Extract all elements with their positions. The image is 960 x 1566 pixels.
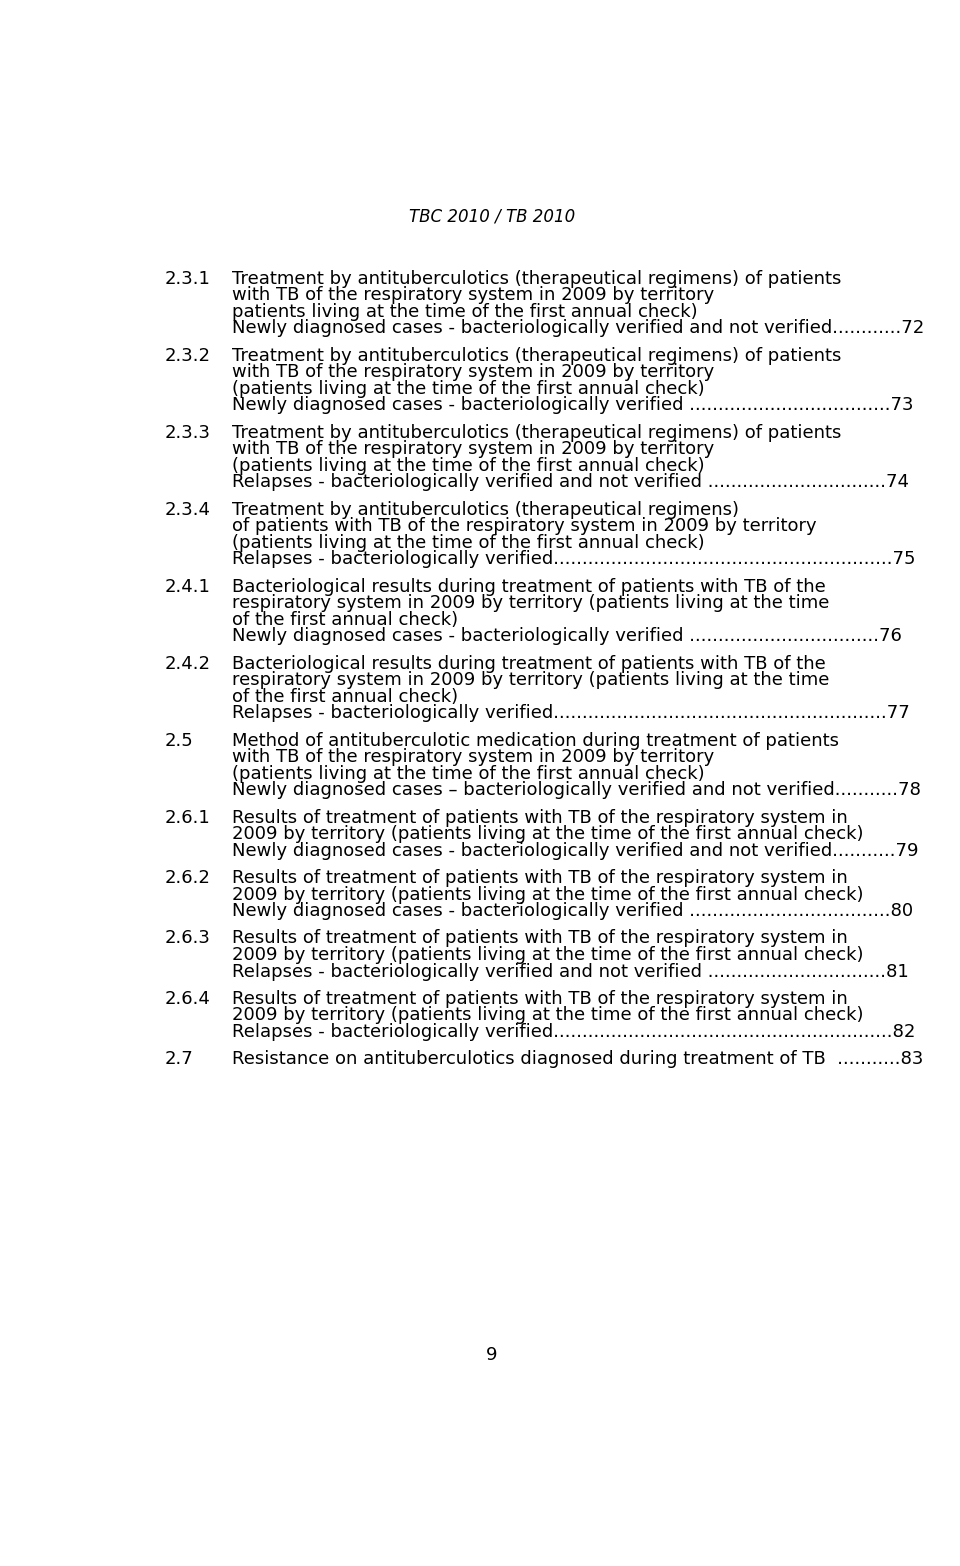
Text: 2.4.1: 2.4.1	[165, 578, 211, 595]
Text: Newly diagnosed cases - bacteriologically verified and not verified............7: Newly diagnosed cases - bacteriologicall…	[232, 319, 924, 337]
Text: Relapses - bacteriologically verified and not verified .........................: Relapses - bacteriologically verified an…	[232, 963, 909, 980]
Text: with TB of the respiratory system in 2009 by territory: with TB of the respiratory system in 200…	[232, 363, 714, 381]
Text: 2.3.4: 2.3.4	[165, 501, 211, 518]
Text: 2.6.4: 2.6.4	[165, 990, 211, 1009]
Text: 2009 by territory (patients living at the time of the first annual check): 2009 by territory (patients living at th…	[232, 825, 864, 843]
Text: Bacteriological results during treatment of patients with TB of the: Bacteriological results during treatment…	[232, 578, 827, 595]
Text: respiratory system in 2009 by territory (patients living at the time: respiratory system in 2009 by territory …	[232, 594, 829, 612]
Text: (patients living at the time of the first annual check): (patients living at the time of the firs…	[232, 764, 705, 783]
Text: 2009 by territory (patients living at the time of the first annual check): 2009 by territory (patients living at th…	[232, 1007, 864, 1024]
Text: Resistance on antituberculotics diagnosed during treatment of TB  ...........83: Resistance on antituberculotics diagnose…	[232, 1051, 924, 1068]
Text: 9: 9	[487, 1347, 497, 1364]
Text: Treatment by antituberculotics (therapeutical regimens) of patients: Treatment by antituberculotics (therapeu…	[232, 269, 842, 288]
Text: Results of treatment of patients with TB of the respiratory system in: Results of treatment of patients with TB…	[232, 808, 848, 827]
Text: Results of treatment of patients with TB of the respiratory system in: Results of treatment of patients with TB…	[232, 869, 848, 886]
Text: Results of treatment of patients with TB of the respiratory system in: Results of treatment of patients with TB…	[232, 990, 848, 1009]
Text: Relapses - bacteriologically verified...........................................: Relapses - bacteriologically verified...…	[232, 1023, 916, 1041]
Text: patients living at the time of the first annual check): patients living at the time of the first…	[232, 302, 698, 321]
Text: Treatment by antituberculotics (therapeutical regimens) of patients: Treatment by antituberculotics (therapeu…	[232, 423, 842, 442]
Text: 2.4.2: 2.4.2	[165, 655, 211, 672]
Text: with TB of the respiratory system in 2009 by territory: with TB of the respiratory system in 200…	[232, 287, 714, 304]
Text: 2.6.1: 2.6.1	[165, 808, 210, 827]
Text: (patients living at the time of the first annual check): (patients living at the time of the firs…	[232, 379, 705, 398]
Text: Newly diagnosed cases – bacteriologically verified and not verified...........78: Newly diagnosed cases – bacteriologicall…	[232, 781, 922, 799]
Text: with TB of the respiratory system in 2009 by territory: with TB of the respiratory system in 200…	[232, 749, 714, 766]
Text: of the first annual check): of the first annual check)	[232, 611, 459, 628]
Text: (patients living at the time of the first annual check): (patients living at the time of the firs…	[232, 534, 705, 551]
Text: Newly diagnosed cases - bacteriologically verified and not verified...........79: Newly diagnosed cases - bacteriologicall…	[232, 841, 919, 860]
Text: Newly diagnosed cases - bacteriologically verified .............................: Newly diagnosed cases - bacteriologicall…	[232, 902, 914, 921]
Text: respiratory system in 2009 by territory (patients living at the time: respiratory system in 2009 by territory …	[232, 672, 829, 689]
Text: 2.5: 2.5	[165, 731, 194, 750]
Text: Treatment by antituberculotics (therapeutical regimens) of patients: Treatment by antituberculotics (therapeu…	[232, 346, 842, 365]
Text: Method of antituberculotic medication during treatment of patients: Method of antituberculotic medication du…	[232, 731, 839, 750]
Text: 2.3.2: 2.3.2	[165, 346, 211, 365]
Text: Relapses - bacteriologically verified...........................................: Relapses - bacteriologically verified...…	[232, 705, 910, 722]
Text: 2009 by territory (patients living at the time of the first annual check): 2009 by territory (patients living at th…	[232, 946, 864, 965]
Text: 2.3.1: 2.3.1	[165, 269, 211, 288]
Text: Newly diagnosed cases - bacteriologically verified .............................: Newly diagnosed cases - bacteriologicall…	[232, 396, 914, 413]
Text: of patients with TB of the respiratory system in 2009 by territory: of patients with TB of the respiratory s…	[232, 517, 817, 536]
Text: Newly diagnosed cases - bacteriologically verified .............................: Newly diagnosed cases - bacteriologicall…	[232, 628, 902, 645]
Text: Relapses - bacteriologically verified...........................................: Relapses - bacteriologically verified...…	[232, 550, 916, 568]
Text: Results of treatment of patients with TB of the respiratory system in: Results of treatment of patients with TB…	[232, 930, 848, 947]
Text: 2009 by territory (patients living at the time of the first annual check): 2009 by territory (patients living at th…	[232, 885, 864, 904]
Text: 2.6.3: 2.6.3	[165, 930, 211, 947]
Text: (patients living at the time of the first annual check): (patients living at the time of the firs…	[232, 457, 705, 474]
Text: 2.7: 2.7	[165, 1051, 194, 1068]
Text: of the first annual check): of the first annual check)	[232, 687, 459, 706]
Text: Relapses - bacteriologically verified and not verified .........................: Relapses - bacteriologically verified an…	[232, 473, 909, 492]
Text: with TB of the respiratory system in 2009 by territory: with TB of the respiratory system in 200…	[232, 440, 714, 459]
Text: 2.3.3: 2.3.3	[165, 423, 211, 442]
Text: Bacteriological results during treatment of patients with TB of the: Bacteriological results during treatment…	[232, 655, 827, 672]
Text: Treatment by antituberculotics (therapeutical regimens): Treatment by antituberculotics (therapeu…	[232, 501, 739, 518]
Text: TBC 2010 / TB 2010: TBC 2010 / TB 2010	[409, 208, 575, 226]
Text: 2.6.2: 2.6.2	[165, 869, 211, 886]
